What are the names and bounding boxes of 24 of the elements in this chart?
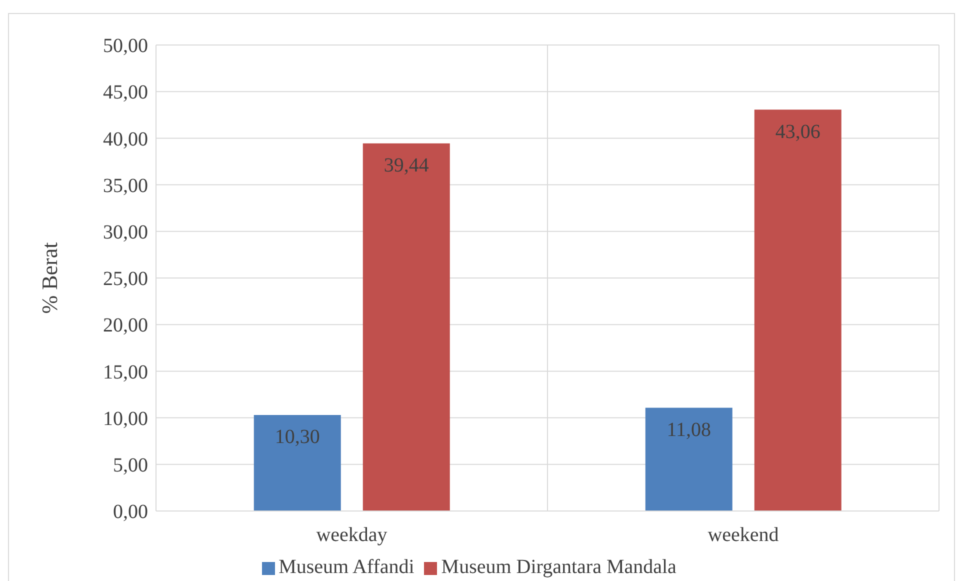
y-tick-label: 30,00 [103,222,148,244]
y-tick-label: 50,00 [103,35,148,58]
data-label: 10,30 [274,426,320,448]
y-tick-label: 10,00 [103,408,148,430]
y-tick-label: 5,00 [113,454,148,476]
y-axis-title: % Berat [36,242,62,314]
y-tick-label: 15,00 [103,361,148,384]
data-label: 43,06 [775,120,820,143]
bar [362,143,450,511]
y-tick-label: 40,00 [103,128,148,150]
x-tick-label: weekend [708,524,779,546]
y-tick-label: 25,00 [103,268,148,290]
bar [754,110,842,511]
legend-label: Museum Dirgantara Mandala [441,556,676,578]
y-tick-label: 35,00 [103,174,148,197]
bar [645,408,732,511]
y-tick-label: 0,00 [113,501,148,524]
legend-label: Museum Affandi [278,556,414,578]
data-label: 39,44 [384,154,429,177]
bar [254,415,341,511]
x-tick-label: weekday [316,524,388,546]
data-label: 11,08 [666,418,712,441]
y-tick-label: 20,00 [103,314,148,337]
y-tick-label: 45,00 [103,82,148,104]
